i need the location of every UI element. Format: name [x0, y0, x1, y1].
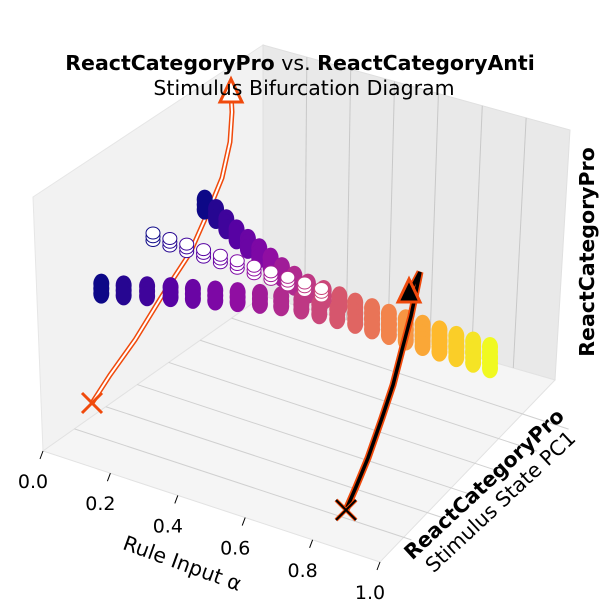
- gridline: [231, 317, 569, 430]
- filled-point: [93, 283, 110, 304]
- filled-point: [251, 293, 268, 314]
- chart-title: ReactCategoryPro vs. ReactCategoryAnti: [65, 51, 534, 75]
- start-x-marker: [80, 391, 104, 415]
- gridline: [105, 406, 444, 519]
- open-point: [280, 270, 296, 284]
- gridline: [471, 105, 483, 357]
- gridline: [137, 384, 475, 497]
- filled-point: [229, 292, 246, 313]
- end-triangle-marker: [217, 75, 245, 104]
- trajectory-alpha-0: [80, 75, 245, 415]
- title-bold-right: ReactCategoryAnti: [317, 51, 535, 75]
- filled-point: [414, 336, 431, 357]
- open-point: [314, 282, 329, 295]
- gridline: [199, 339, 538, 452]
- x-tick-mark: [376, 561, 381, 571]
- x-axis-ticks: 0.0 0.2 0.4 0.6 0.8 1.0: [18, 450, 385, 604]
- chart-subtitle: Stimulus Bifurcation Diagram: [153, 76, 454, 100]
- gridline: [387, 81, 396, 333]
- filled-point: [273, 296, 290, 317]
- filled-point: [380, 324, 397, 345]
- filled-point: [311, 304, 328, 325]
- x-tick-label: 1.0: [355, 582, 385, 600]
- title-connector: vs.: [275, 51, 317, 75]
- filled-point: [431, 341, 448, 362]
- filled-point: [329, 309, 346, 330]
- bifurcation-points: [93, 189, 498, 379]
- floor-pane: [41, 295, 556, 563]
- open-point: [229, 254, 245, 268]
- filled-point: [482, 358, 498, 379]
- trajectory-line: [344, 271, 422, 511]
- filled-point: [448, 347, 465, 368]
- z-axis-label: ReactCategoryPro: [575, 147, 599, 357]
- x-tick-label: 0.0: [18, 471, 48, 493]
- x-tick-mark: [106, 473, 111, 482]
- filled-point: [115, 285, 132, 306]
- start-x-marker: [335, 499, 357, 521]
- filled-point: [364, 319, 381, 340]
- gridline: [345, 69, 352, 321]
- x-tick-label: 0.2: [85, 493, 115, 515]
- filled-point: [184, 288, 201, 309]
- gridlines: [74, 57, 569, 541]
- filled-point: [207, 290, 224, 311]
- gridline: [304, 57, 308, 309]
- gridline: [429, 93, 439, 345]
- x-tick-label: 0.6: [220, 538, 250, 560]
- open-point: [246, 259, 262, 273]
- open-point: [145, 226, 161, 240]
- filled-point: [347, 313, 364, 334]
- x-tick-mark: [39, 450, 44, 460]
- gridline: [74, 428, 412, 541]
- x-tick-label: 0.8: [287, 560, 317, 582]
- gridline: [512, 117, 527, 369]
- x-tick-mark: [309, 539, 314, 548]
- trajectory-line: [91, 92, 234, 404]
- filled-point: [293, 299, 310, 320]
- trajectory-alpha-1: [334, 270, 424, 522]
- open-point: [297, 276, 313, 290]
- filled-point: [139, 286, 156, 307]
- gridline: [168, 361, 506, 474]
- open-point: [196, 243, 212, 257]
- x-tick-mark: [241, 517, 246, 526]
- end-triangle-marker: [395, 275, 423, 304]
- open-point: [212, 248, 228, 262]
- open-point: [162, 232, 178, 246]
- x-tick-mark: [174, 495, 179, 504]
- x-tick-label: 0.4: [153, 515, 183, 537]
- open-point: [263, 265, 279, 279]
- title-bold-left: ReactCategoryPro: [65, 51, 275, 75]
- open-point: [179, 237, 195, 251]
- filled-point: [162, 287, 179, 308]
- filled-point: [465, 352, 482, 373]
